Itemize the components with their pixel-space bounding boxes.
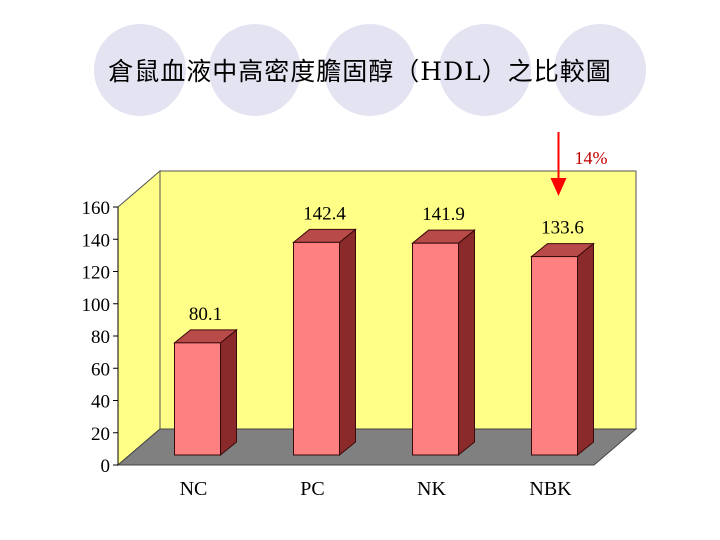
data-label: 133.6	[541, 218, 584, 239]
data-label: 142.4	[303, 203, 346, 224]
x-category-label: NC	[180, 478, 208, 500]
x-category-label: NBK	[529, 478, 572, 500]
annotation-arrow-head	[550, 178, 567, 196]
bar	[531, 256, 578, 456]
decor-circle	[435, 20, 535, 120]
chart-floor	[116, 428, 638, 466]
y-tick-label: 0	[101, 456, 111, 477]
y-tick-label: 60	[91, 359, 110, 380]
y-tick-label: 20	[91, 424, 110, 445]
annotation-label: 14%	[575, 148, 608, 168]
bar-side	[220, 328, 237, 457]
chart-side-wall	[117, 169, 161, 467]
bar	[293, 241, 340, 456]
y-tick-label: 40	[91, 392, 110, 413]
decor-circle	[205, 20, 305, 120]
slide-title: 倉鼠血液中高密度膽固醇（HDL）之比較圖	[108, 57, 612, 86]
y-tick-label: 100	[82, 295, 111, 316]
data-label: 80.1	[189, 304, 222, 325]
x-category-label: NK	[417, 478, 446, 500]
bar-side	[339, 228, 356, 457]
bar	[174, 342, 221, 456]
y-tick-label: 140	[82, 230, 111, 251]
y-tick-label: 80	[91, 327, 110, 348]
decor-circle	[320, 20, 420, 120]
data-label: 141.9	[422, 204, 465, 225]
bar	[412, 242, 459, 456]
y-tick-label: 160	[82, 198, 111, 219]
decor-circle	[90, 20, 190, 120]
decor-circle	[550, 20, 650, 120]
x-category-label: PC	[300, 478, 324, 500]
y-tick-label: 120	[82, 263, 111, 284]
bar-side	[577, 242, 594, 457]
bar-side	[458, 229, 475, 457]
